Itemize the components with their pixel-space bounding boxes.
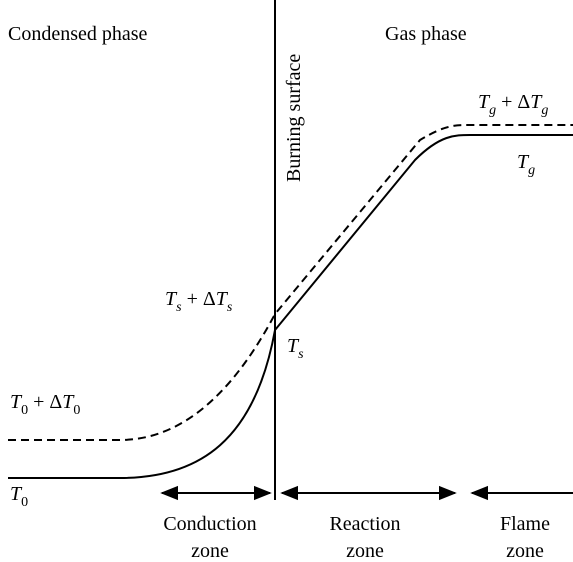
- label-part: T: [287, 335, 300, 357]
- label-part: T: [216, 288, 229, 310]
- label-part: g: [489, 103, 496, 118]
- temperature-label: T0: [10, 483, 28, 510]
- zone-label: zone: [506, 540, 544, 562]
- label-part: + Δ: [182, 288, 216, 310]
- zone-label: Conduction: [163, 513, 256, 535]
- label-part: g: [528, 163, 535, 178]
- label-part: + Δ: [496, 91, 530, 113]
- label-part: 0: [73, 403, 80, 418]
- region-label: Condensed phase: [8, 23, 148, 45]
- label-part: T: [517, 151, 530, 173]
- label-part: s: [298, 347, 304, 362]
- zone-label: Flame: [500, 513, 550, 535]
- label-part: g: [541, 103, 548, 118]
- temperature-label: T0 + ΔT0: [10, 391, 80, 418]
- label-part: T: [165, 288, 178, 310]
- label-part: s: [176, 300, 182, 315]
- temperature-curve: [8, 134, 573, 479]
- perturbed-curve: [8, 124, 573, 441]
- temperature-label: Tg + ΔTg: [478, 91, 548, 118]
- label-part: T: [10, 391, 23, 413]
- label-part: T: [10, 483, 23, 505]
- zone-label: zone: [346, 540, 384, 562]
- label-part: + Δ: [28, 391, 62, 413]
- label-part: 0: [21, 495, 28, 510]
- zone-label: zone: [191, 540, 229, 562]
- zone-label: Reaction: [329, 513, 400, 535]
- label-part: T: [530, 91, 543, 113]
- label-part: 0: [21, 403, 28, 418]
- label-part: T: [478, 91, 491, 113]
- temperature-label: Tg: [517, 151, 535, 178]
- label-part: T: [62, 391, 75, 413]
- temperature-label: Ts: [287, 335, 304, 362]
- label-part: s: [227, 300, 233, 315]
- region-label: Gas phase: [385, 23, 467, 45]
- temperature-label: Ts + ΔTs: [165, 288, 233, 315]
- region-label: Burning surface: [283, 54, 305, 182]
